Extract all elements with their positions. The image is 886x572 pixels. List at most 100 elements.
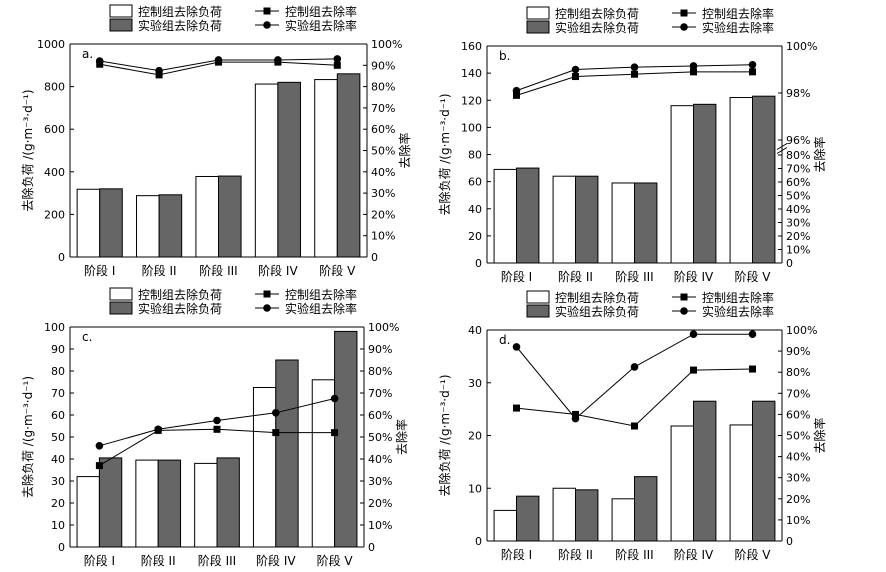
- x-tick-label: 阶段 III: [199, 263, 237, 278]
- point-circle: [272, 409, 280, 417]
- x-tick-label: 阶段 II: [558, 547, 593, 562]
- legend-marker-circle: [680, 23, 688, 31]
- point-square: [749, 68, 756, 76]
- bar: [693, 400, 717, 542]
- bar: [218, 175, 242, 258]
- y2-tick-label: 20%: [786, 493, 810, 506]
- x-tick-label: 阶段 II: [558, 269, 593, 284]
- y-tick-label: 800: [44, 81, 65, 94]
- y-tick-label: 90: [51, 343, 65, 356]
- point-circle: [333, 55, 342, 63]
- bar: [516, 495, 540, 542]
- legend-marker-circle: [263, 21, 271, 29]
- y-tick-label: 20: [468, 430, 482, 443]
- legend-label: 实验组去除负荷: [138, 301, 222, 316]
- y-tick-label: 60: [51, 409, 65, 422]
- y-tick-label: 80: [51, 365, 65, 378]
- point-square: [272, 429, 280, 437]
- y-axis-title: 去除负荷 /(g·m⁻³·d⁻¹): [437, 374, 452, 496]
- panel-label: c.: [82, 330, 92, 344]
- legend-swatch: [109, 18, 133, 32]
- legend-label: 控制组去除负荷: [555, 290, 639, 305]
- y-tick-label: 40: [51, 453, 65, 466]
- x-tick-label: 阶段 V: [317, 553, 354, 568]
- y2-tick-label: 50%: [371, 145, 395, 158]
- bar: [611, 182, 636, 264]
- x-tick-label: 阶段 I: [501, 269, 532, 284]
- bar: [670, 105, 695, 264]
- legend-marker-square: [680, 293, 688, 301]
- x-tick-label: 阶段 IV: [256, 553, 296, 568]
- legend-swatch: [526, 6, 550, 20]
- y2-tick-label: 20%: [371, 208, 395, 221]
- bar: [334, 330, 358, 548]
- y2-tick-label: 40%: [786, 203, 810, 216]
- y2-tick-label: 30%: [368, 475, 392, 488]
- y-tick-label: 80: [468, 149, 482, 162]
- bar: [76, 188, 101, 258]
- y2-tick-label: 60%: [786, 176, 810, 189]
- y2-tick-label: 0: [371, 251, 378, 264]
- point-square: [95, 462, 103, 470]
- y2-tick-label: 80%: [371, 81, 395, 94]
- y-axis-title: 去除负荷 /(g·m⁻³·d⁻¹): [20, 89, 35, 211]
- point-circle: [213, 416, 221, 425]
- bar: [254, 83, 279, 258]
- bar: [575, 489, 599, 542]
- point-circle: [571, 414, 580, 423]
- y2-tick-label: 30%: [786, 472, 810, 485]
- legend-label: 控制组去除率: [702, 6, 774, 21]
- y-axis-title: 去除负荷 /(g·m⁻³·d⁻¹): [20, 376, 35, 498]
- bar: [277, 81, 301, 258]
- legend-marker-square: [263, 7, 271, 15]
- y-tick-label: 140: [461, 67, 482, 80]
- legend-swatch: [526, 20, 550, 34]
- bar: [135, 459, 159, 548]
- bar: [493, 509, 517, 542]
- x-tick-label: 阶段 I: [501, 547, 532, 562]
- point-circle: [154, 425, 162, 434]
- y2-tick-label: 40%: [786, 451, 810, 464]
- point-square: [513, 91, 520, 99]
- y2-tick-label: 90%: [786, 345, 810, 358]
- point-square: [749, 365, 756, 373]
- y-tick-label: 10: [468, 482, 482, 495]
- y2-tick-label: 60%: [368, 409, 392, 422]
- bar: [634, 476, 658, 542]
- point-circle: [748, 61, 757, 69]
- point-circle: [748, 330, 757, 339]
- legend-label: 控制组去除率: [702, 290, 774, 305]
- series-line: [516, 368, 753, 427]
- legend-label: 实验组去除负荷: [138, 18, 222, 33]
- y2-tick-label: 10%: [371, 230, 395, 243]
- y2-tick-label: 50%: [786, 430, 810, 443]
- y-tick-label: 1000: [37, 38, 65, 51]
- y2-tick-label: 30%: [371, 187, 395, 200]
- legend-swatch: [526, 304, 550, 318]
- bar: [194, 462, 218, 548]
- point-square: [631, 422, 638, 430]
- y-tick-label: 0: [475, 257, 482, 270]
- bar: [670, 425, 695, 542]
- bar: [729, 97, 754, 264]
- y2-tick-label: 0: [786, 257, 793, 270]
- bar: [216, 457, 240, 548]
- point-circle: [512, 86, 521, 95]
- y2-tick-label: 80%: [368, 365, 392, 378]
- bar: [493, 168, 517, 264]
- legend-label: 实验组去除率: [285, 301, 357, 316]
- x-tick-label: 阶段 III: [198, 553, 236, 568]
- y2-tick-label: 90%: [371, 59, 395, 72]
- point-circle: [330, 394, 339, 403]
- y2-tick-label: 98%: [786, 87, 810, 100]
- y-tick-label: 40: [468, 203, 482, 216]
- bar: [611, 498, 636, 542]
- y2-tick-label: 20%: [368, 497, 392, 510]
- legend-marker-circle: [680, 307, 688, 315]
- x-tick-label: 阶段 II: [142, 263, 177, 278]
- bar: [275, 359, 299, 548]
- legend-label: 控制组去除率: [285, 4, 357, 19]
- bar: [195, 175, 219, 258]
- bar: [552, 175, 577, 264]
- legend-marker-square: [680, 9, 688, 17]
